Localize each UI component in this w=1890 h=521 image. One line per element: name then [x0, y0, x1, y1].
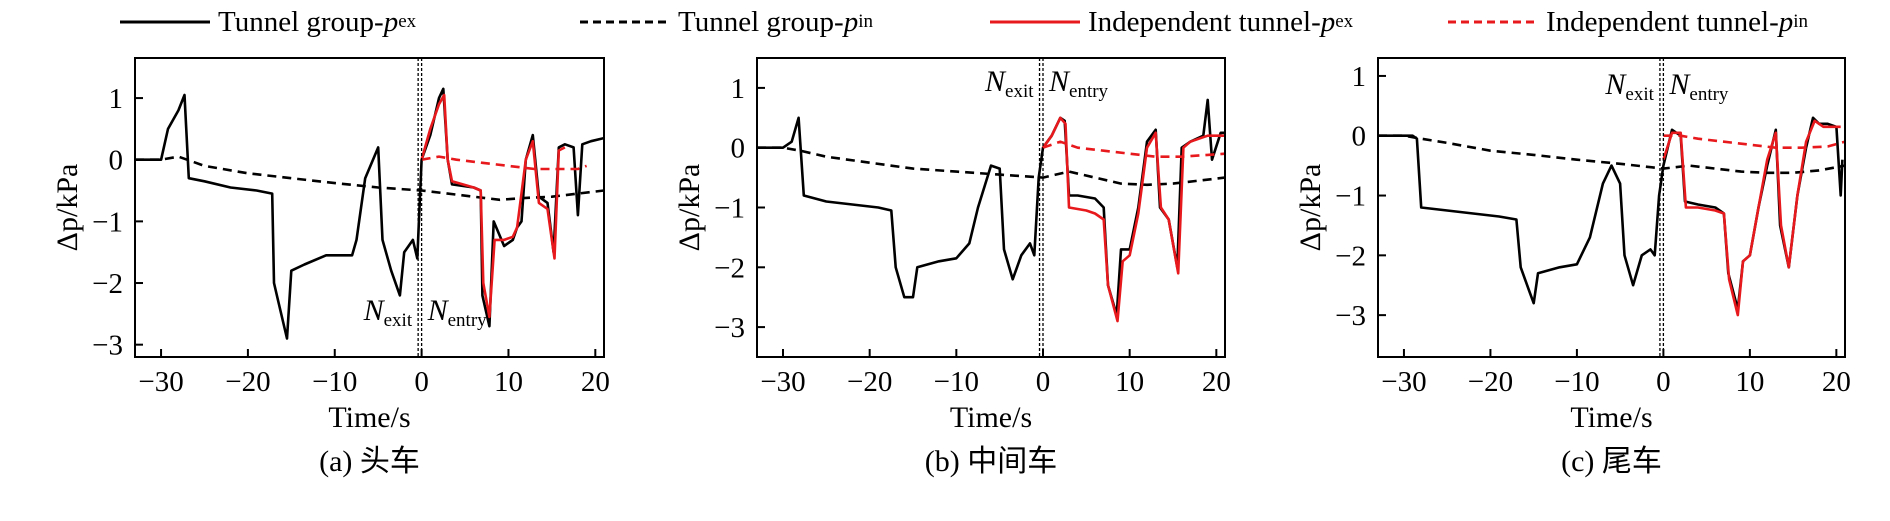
series-line-1	[135, 155, 604, 202]
y-tick-label: −2	[1335, 240, 1366, 272]
legend-item-tunnel-group-pin: Tunnel group-p in	[580, 4, 873, 40]
y-axis-label: Δp/kPa	[51, 164, 84, 252]
x-tick-label: 0	[1656, 366, 1671, 398]
legend-sub: in	[858, 11, 873, 32]
y-tick-label: 1	[731, 73, 746, 105]
legend-swatch-solid-red	[990, 20, 1080, 24]
legend-text: Tunnel group-	[678, 5, 844, 38]
legend-item-independent-pex: Independent tunnel-p ex	[990, 4, 1353, 40]
series-line-3	[421, 155, 588, 171]
y-tick-label: −1	[92, 206, 123, 238]
x-axis-label: Time/s	[328, 401, 410, 434]
y-tick-label: −2	[92, 268, 123, 300]
y-tick-label: 0	[109, 145, 124, 177]
x-axis-label: Time/s	[1570, 401, 1652, 434]
legend-swatch-dashed-black	[580, 20, 670, 24]
x-tick-label: −30	[1381, 366, 1426, 398]
legend-var: p	[843, 5, 859, 38]
x-tick-label: −30	[138, 366, 183, 398]
x-tick-label: −10	[1554, 366, 1599, 398]
legend-item-tunnel-group-pex: Tunnel group-p ex	[120, 4, 416, 40]
x-tick-label: 20	[1822, 366, 1851, 398]
legend-var: p	[1778, 5, 1794, 38]
y-tick-label: 1	[1352, 61, 1367, 93]
x-tick-label: −20	[225, 366, 270, 398]
legend-swatch-dashed-red	[1448, 20, 1538, 24]
legend-text: Independent tunnel-	[1546, 5, 1779, 38]
exit-marker-label: Nexit	[1604, 68, 1654, 105]
x-tick-label: −10	[934, 366, 979, 398]
legend-swatch-solid-black	[120, 20, 210, 24]
legend-text: Tunnel group-	[218, 5, 384, 38]
legend-text: Independent tunnel-	[1088, 5, 1321, 38]
legend-var: p	[1320, 5, 1336, 38]
panel-caption: (b) 中间车	[925, 445, 1057, 478]
panel-caption: (c) 尾车	[1561, 445, 1662, 478]
plot-frame	[756, 57, 1226, 358]
legend-sub: ex	[398, 11, 417, 32]
legend: Tunnel group-p ex Tunnel group-p in Indepe…	[0, 0, 1890, 48]
x-tick-label: 0	[1036, 366, 1051, 398]
y-tick-label: −3	[92, 330, 123, 362]
series-line-2	[1662, 119, 1841, 317]
x-tick-label: 20	[581, 366, 610, 398]
series-line-2	[420, 93, 566, 319]
y-tick-label: −3	[714, 312, 745, 344]
x-tick-label: −20	[1468, 366, 1513, 398]
x-tick-label: 20	[1202, 366, 1231, 398]
series-line-2	[1041, 116, 1225, 323]
y-tick-label: 0	[731, 133, 746, 165]
y-tick-label: 0	[1352, 121, 1367, 153]
series-line-3	[1663, 134, 1845, 149]
y-tick-label: −1	[1335, 181, 1366, 213]
plot-frame	[1377, 57, 1846, 358]
y-tick-label: 1	[109, 83, 124, 115]
x-tick-label: −30	[760, 366, 805, 398]
entry-marker-label: Nentry	[1668, 68, 1729, 105]
x-tick-label: 0	[414, 366, 429, 398]
y-tick-label: −2	[714, 252, 745, 284]
x-axis-label: Time/s	[950, 401, 1032, 434]
chart-panel-1: Nexit Nentry−30 −20 −10 0 10 2010−1−2−3Time/sΔ…	[673, 57, 1231, 478]
legend-var: p	[383, 5, 399, 38]
x-tick-label: 10	[494, 366, 523, 398]
chart-panel-2: Nexit Nentry−30 −20 −10 0 10 2010−1−2−3Time/sΔ…	[1294, 57, 1851, 478]
series-line-3	[1042, 140, 1225, 158]
x-tick-label: 10	[1735, 366, 1764, 398]
y-tick-label: −1	[714, 193, 745, 225]
y-axis-label: Δp/kPa	[673, 164, 706, 252]
y-tick-label: −3	[1335, 300, 1366, 332]
chart-panel-0: Nexit Nentry−30 −20 −10 0 10 2010−1−2−3Time/sΔ…	[51, 57, 610, 478]
x-tick-label: −20	[847, 366, 892, 398]
legend-sub: ex	[1335, 11, 1354, 32]
legend-sub: in	[1793, 11, 1809, 32]
entry-marker-label: Nentry	[427, 294, 488, 331]
legend-item-independent-pin: Independent tunnel-p in	[1448, 4, 1808, 40]
panel-caption: (a) 头车	[319, 445, 420, 478]
entry-marker-label: Nentry	[1048, 65, 1109, 102]
exit-marker-label: Nexit	[984, 65, 1034, 102]
exit-marker-label: Nexit	[363, 294, 413, 331]
x-tick-label: 10	[1115, 366, 1144, 398]
x-tick-label: −10	[312, 366, 357, 398]
y-axis-label: Δp/kPa	[1294, 164, 1327, 252]
plot-frame	[134, 57, 605, 358]
